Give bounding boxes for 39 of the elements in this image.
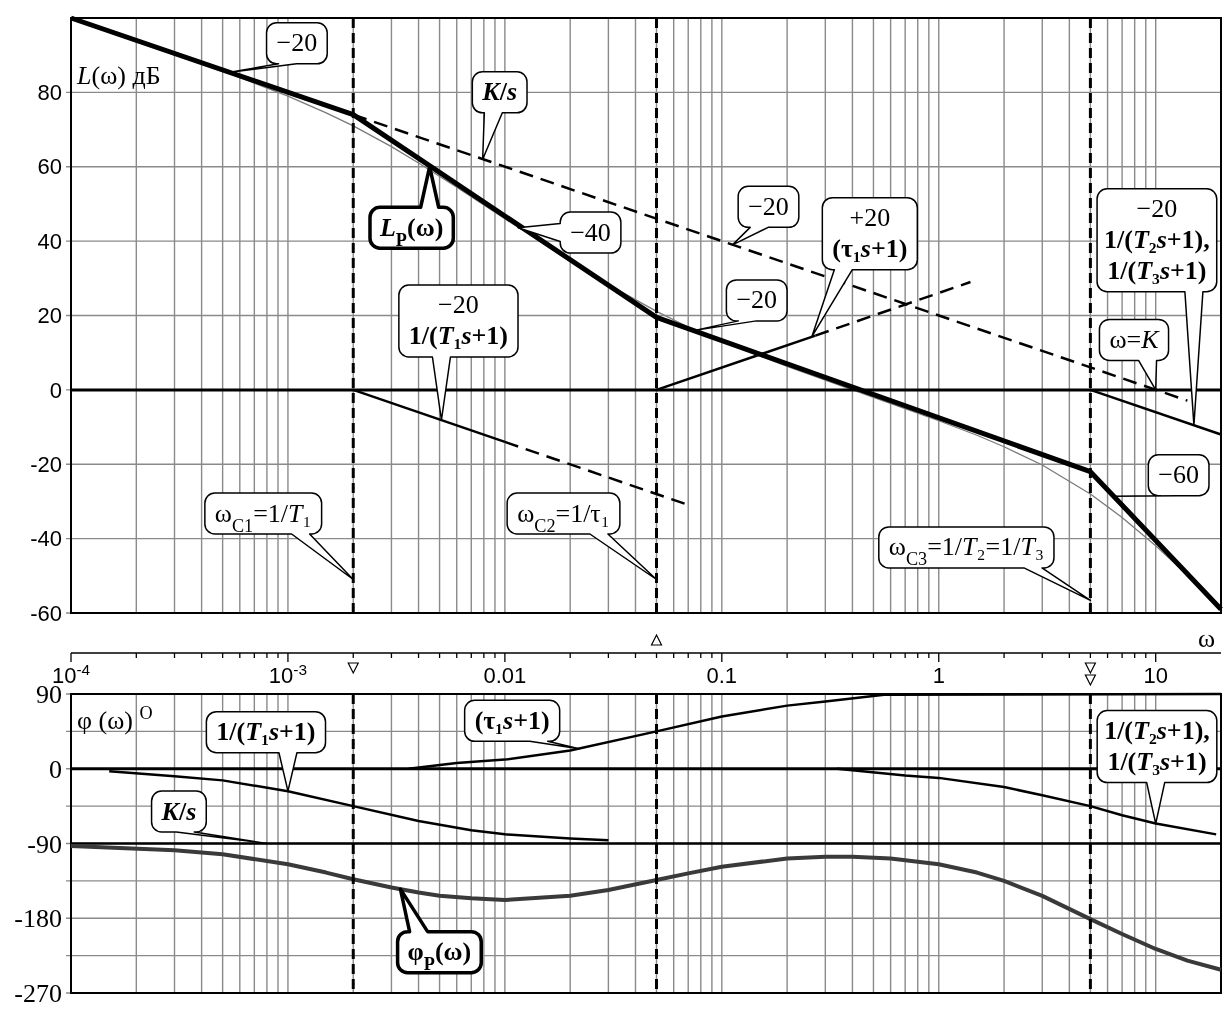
y-tick-label: -180 [14,904,62,934]
annotation: −20 1/(T₁s+1) [408,290,509,351]
y-tick-label: 0 [49,377,62,403]
x-axis-title: ω [1197,624,1215,653]
annotation: +20 (τ₁s+1) [832,203,908,264]
annotation: K/s [160,796,197,826]
y-axis-title: L(ω) дБ [76,61,161,90]
y-tick-label: -90 [27,829,62,859]
annotation: 1/(T₁s+1) [216,717,316,747]
annotation: L$_{P}$(ω) [378,212,444,250]
annotation: −20 [748,191,789,221]
y-axis-title: φ (ω) $^{O}$ [77,703,153,735]
x-tick-label: 10$^{-3}$ [268,660,308,688]
y-tick-label: 80 [37,80,62,106]
x-tick-label: 0.01 [483,663,527,688]
annotation: ω$_{C3}$=1/T₂=1/T₃ [888,532,1044,570]
y-tick-label: 0 [49,754,62,784]
annotation: K/s [481,77,518,107]
annotation: φ$_{P}$(ω) [407,937,472,975]
x-tick-label: 0.1 [706,663,738,688]
annotation: ω=K [1109,324,1161,354]
text: 1/(T₂s+1), 1/(T₃s+1) [1104,716,1210,777]
y-tick-label: 40 [37,228,62,254]
y-tick-label: -270 [14,979,62,1009]
x-tick-label: 10 [1143,663,1168,688]
y-tick-label: -40 [30,526,62,552]
y-tick-label: 60 [37,154,62,180]
annotation: −60 [1158,460,1199,490]
annotation: (τ₁s+1) [474,705,550,735]
annotation: −20 [276,28,318,58]
y-tick-label: 20 [37,303,62,329]
x-tick-label: 1 [932,663,945,688]
text: −20 1/(T₂s+1), 1/(T₃s+1) [1104,194,1210,286]
annotation: ω$_{C2}$=1/τ₁ [517,498,610,536]
y-tick-label: -20 [30,451,62,477]
annotation: ω$_{C1}$=1/T₁ [214,498,312,536]
y-tick-label: -60 [30,600,62,626]
annotation: −20 [736,285,778,315]
annotation: −40 [570,217,611,247]
